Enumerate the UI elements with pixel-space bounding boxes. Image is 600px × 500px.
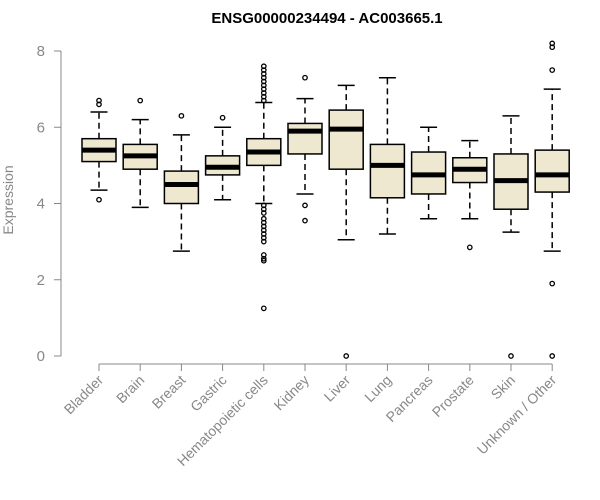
outlier-point <box>343 353 350 359</box>
iqr-box <box>534 149 570 193</box>
box-skin <box>493 115 529 359</box>
y-axis: 0 2 4 6 8 <box>37 43 62 365</box>
y-tick-label: 2 <box>37 272 45 289</box>
y-tick-label: 4 <box>37 196 45 213</box>
box-gastric <box>204 114 241 201</box>
box-breast <box>163 112 200 252</box>
outlier-point <box>260 210 267 216</box>
chart-title: ENSG00000234494 - AC003665.1 <box>211 10 442 27</box>
box-hematopoietic-cells <box>246 63 282 312</box>
x-tick-label: Kidney <box>271 372 313 414</box>
outlier-point <box>137 97 144 104</box>
iqr-box <box>163 170 200 205</box>
box-unknown-other <box>534 40 570 359</box>
box-bladder <box>81 97 117 203</box>
outlier-point <box>549 353 556 359</box>
x-tick-label: Brain <box>113 372 147 406</box>
outlier-point <box>260 255 267 262</box>
iqr-box <box>328 109 364 170</box>
boxes-layer <box>81 40 570 359</box>
outlier-point <box>260 97 267 104</box>
outlier-point <box>466 244 473 251</box>
y-axis-label: Expression <box>0 165 16 234</box>
x-tick-label: Bladder <box>61 372 107 418</box>
outlier-point <box>302 74 308 81</box>
outlier-point <box>178 112 185 119</box>
outlier-point <box>260 238 267 245</box>
x-tick-label: Breast <box>149 372 189 412</box>
outlier-point <box>302 202 308 209</box>
outlier-point <box>96 97 102 104</box>
outlier-point <box>549 67 556 73</box>
box-lung <box>369 76 406 235</box>
y-tick-label: 6 <box>37 119 45 136</box>
y-tick-label: 0 <box>37 348 45 365</box>
iqr-box <box>287 122 323 155</box>
outlier-point <box>96 196 102 203</box>
x-tick-label: Prostate <box>429 372 477 420</box>
box-kidney <box>287 74 323 224</box>
box-prostate <box>452 139 488 251</box>
outlier-point <box>260 305 267 312</box>
outlier-point <box>219 114 226 121</box>
iqr-box <box>369 143 406 199</box>
x-tick-label: Lung <box>361 372 394 405</box>
box-pancreas <box>410 126 447 220</box>
outlier-point <box>508 353 514 359</box>
outlier-point <box>302 217 308 224</box>
x-axis <box>98 363 553 371</box>
outlier-point <box>260 257 267 264</box>
box-liver <box>328 84 364 359</box>
box-brain <box>122 97 158 209</box>
y-tick-label: 8 <box>37 43 45 60</box>
outlier-point <box>549 280 556 287</box>
x-tick-label: Liver <box>321 372 354 405</box>
outlier-point <box>549 44 556 51</box>
x-tick-label: Skin <box>488 372 519 403</box>
